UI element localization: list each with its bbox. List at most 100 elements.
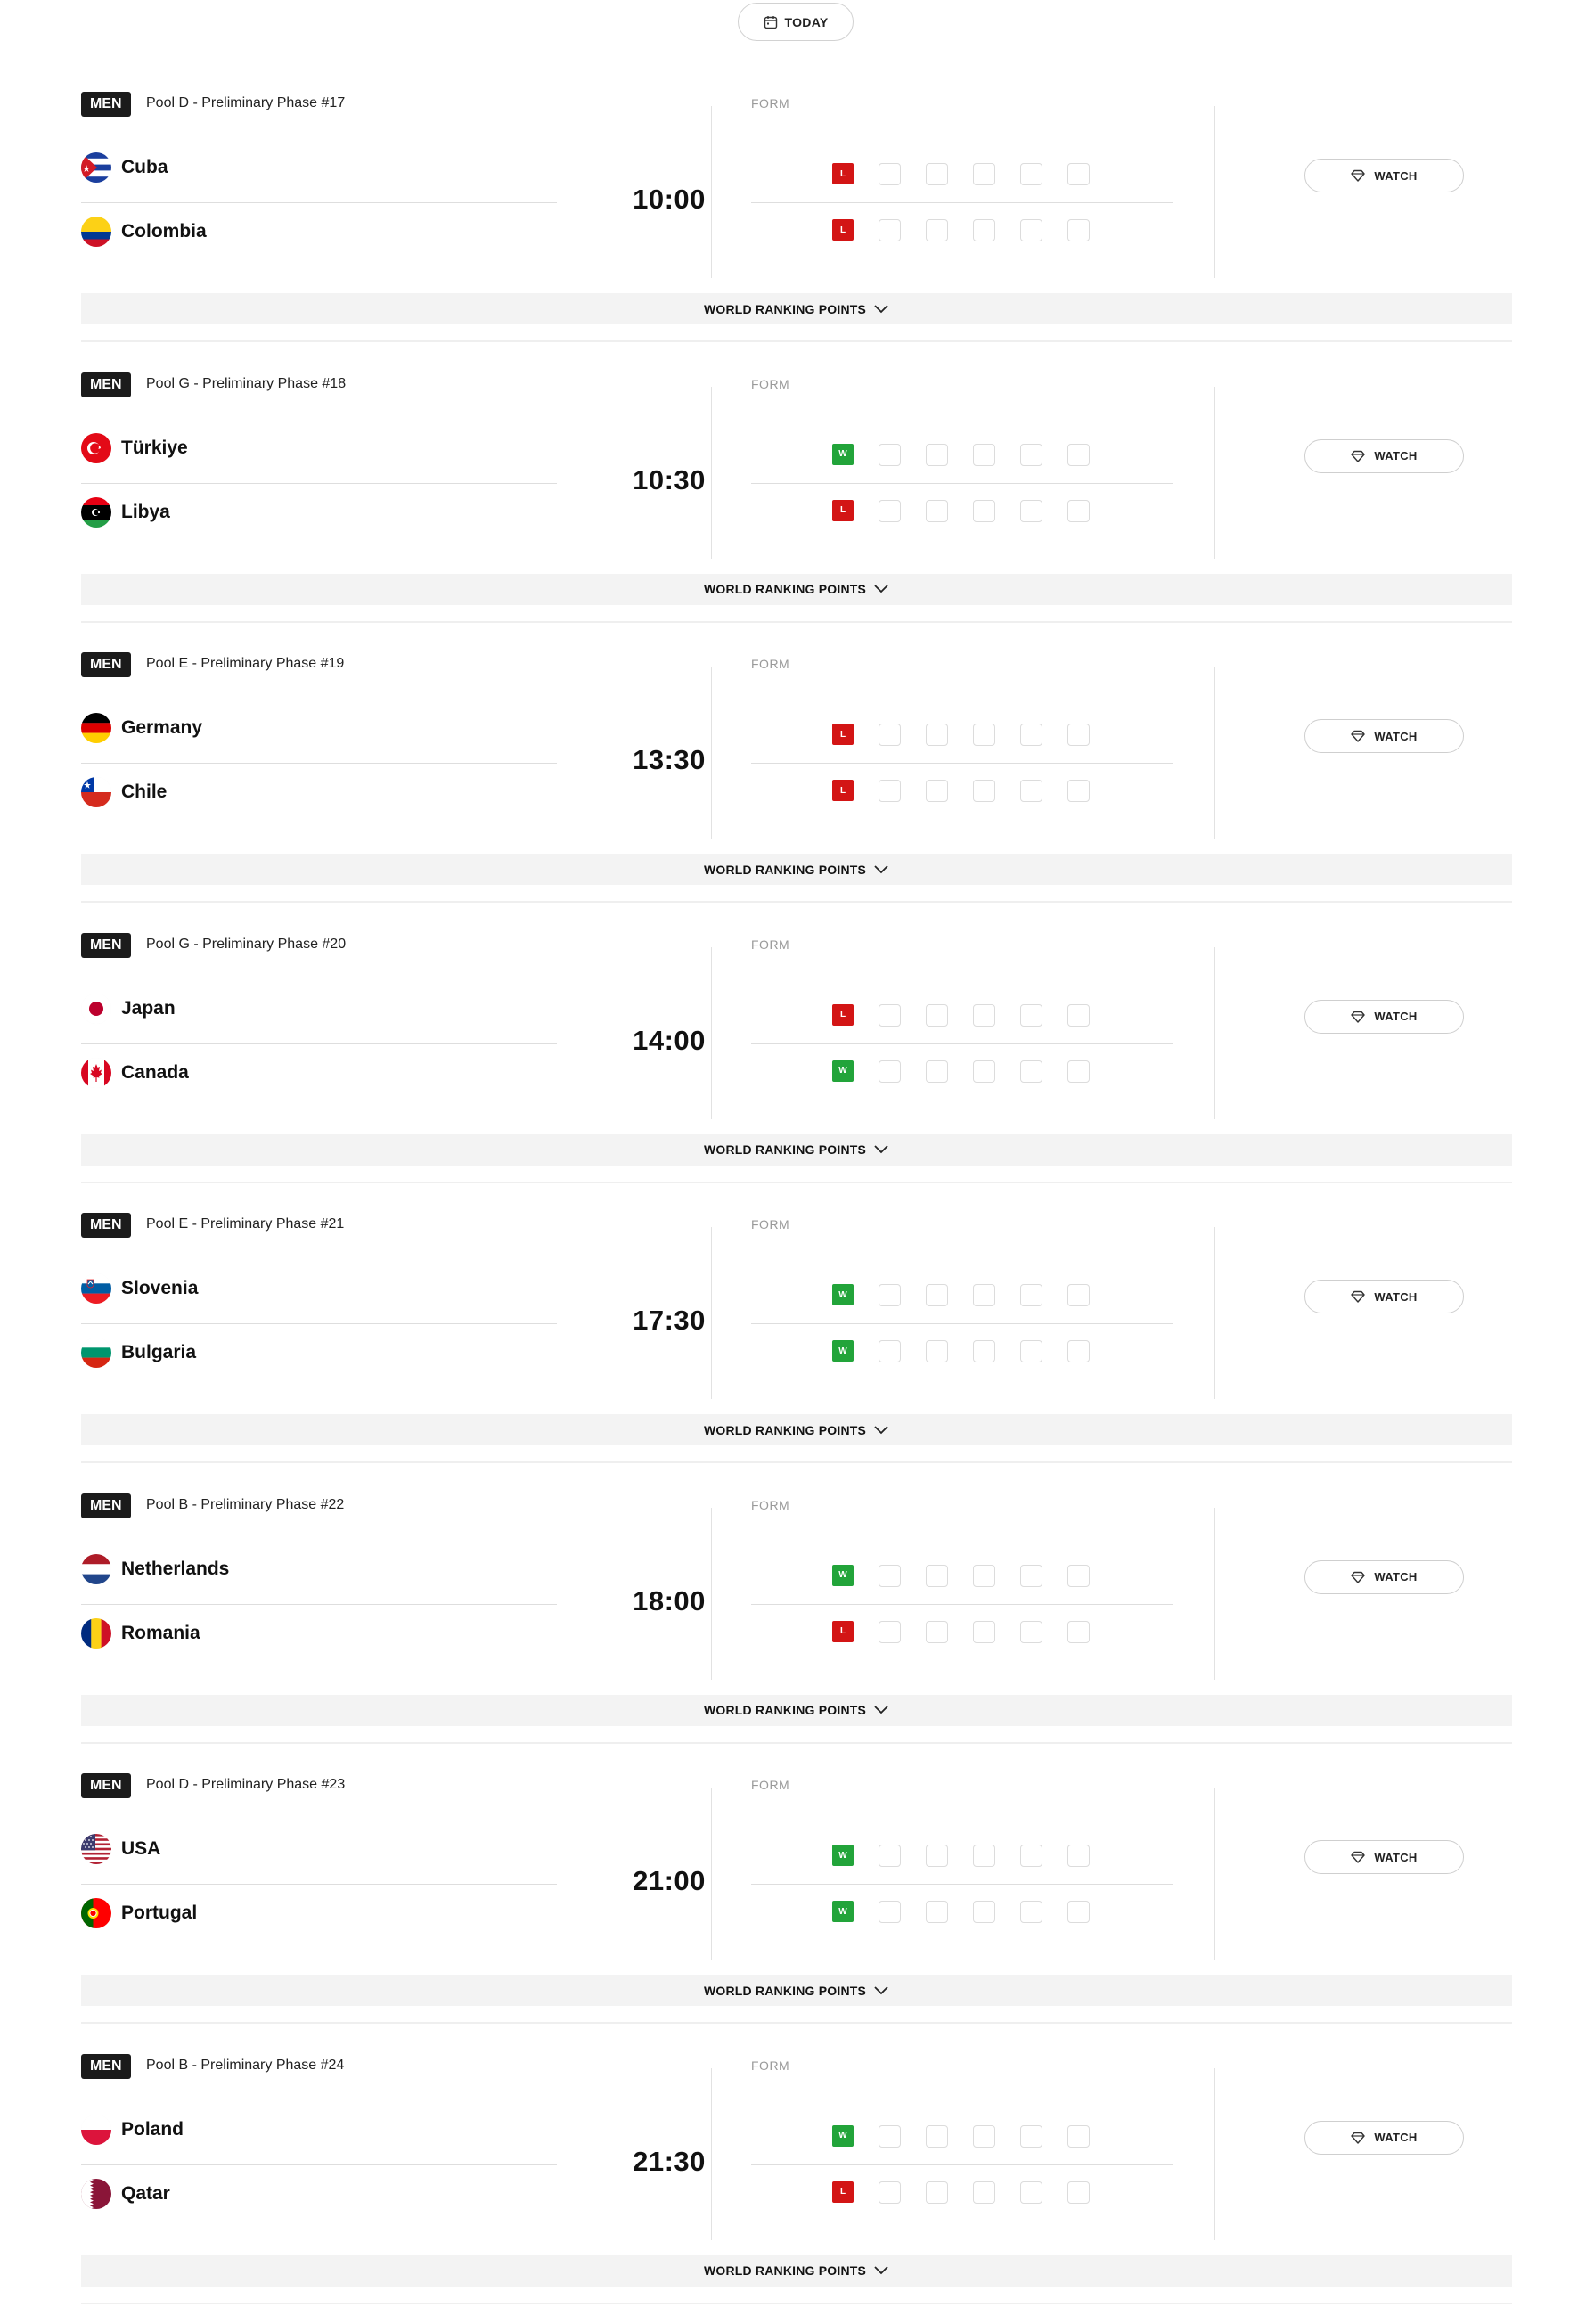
home-team[interactable]: USA [81,1833,160,1865]
home-team[interactable]: Poland [81,2114,184,2146]
team-divider [81,482,557,484]
form-label: FORM [751,1497,790,1512]
column-divider [711,386,712,559]
form-result-empty [926,163,948,185]
home-team[interactable]: Türkiye [81,432,188,464]
home-team[interactable]: Netherlands [81,1553,229,1585]
watch-button[interactable]: WATCH [1304,159,1464,192]
world-ranking-points-toggle[interactable]: WORLD RANKING POINTS [81,854,1512,885]
away-team-name: Romania [121,1622,200,1643]
team-divider [81,1884,557,1885]
watch-button[interactable]: WATCH [1304,719,1464,753]
form-result-empty [973,1901,995,1923]
world-ranking-points-toggle[interactable]: WORLD RANKING POINTS [81,1975,1512,2006]
world-ranking-points-toggle[interactable]: WORLD RANKING POINTS [81,1414,1512,1445]
pool-label: Pool E - Preliminary Phase #21 [146,1216,345,1232]
match-separator [81,2302,1512,2304]
column-divider [1214,1227,1215,1399]
form-divider [751,1043,1173,1044]
world-ranking-points-toggle[interactable]: WORLD RANKING POINTS [81,1694,1512,1726]
romania-flag-icon [81,1617,111,1649]
world-ranking-points-toggle[interactable]: WORLD RANKING POINTS [81,2254,1512,2287]
libya-flag-icon [81,496,111,528]
home-form-row: W [832,443,1090,466]
world-ranking-points-toggle[interactable]: WORLD RANKING POINTS [81,293,1512,324]
form-result-empty [1067,1620,1090,1643]
form-result-win: W [832,1284,854,1305]
form-result-empty [973,1284,995,1306]
form-label: FORM [751,657,790,671]
form-result-empty [926,443,948,466]
away-form-row: L [832,499,1090,522]
home-team[interactable]: Germany [81,712,202,744]
diamond-icon [1351,1571,1366,1583]
form-result-win: W [832,2124,854,2147]
watch-button[interactable]: WATCH [1304,999,1464,1034]
diamond-icon [1351,1011,1366,1023]
form-result-empty [1067,1060,1090,1083]
form-result-win: W [832,1060,854,1082]
away-team[interactable]: Canada [81,1057,189,1089]
away-form-row: L [832,780,1090,802]
form-result-loss: L [832,499,854,521]
form-result-empty [879,780,901,802]
watch-label: WATCH [1374,1010,1418,1023]
match-separator [81,340,1512,342]
watch-button[interactable]: WATCH [1304,1559,1464,1594]
watch-button[interactable]: WATCH [1304,438,1464,473]
world-ranking-points-label: WORLD RANKING POINTS [703,582,867,596]
form-result-empty [973,2181,995,2204]
home-form-row: W [832,1845,1090,1867]
diamond-icon [1351,169,1366,182]
form-result-empty [926,1340,948,1362]
column-divider [711,667,712,839]
form-divider [751,2164,1173,2165]
form-result-empty [1067,1564,1090,1587]
world-ranking-points-label: WORLD RANKING POINTS [703,1142,867,1157]
form-label: FORM [751,376,790,391]
form-result-empty [973,1845,995,1867]
team-divider [81,202,557,203]
watch-button[interactable]: WATCH [1304,1840,1464,1874]
gender-badge: MEN [81,932,131,958]
world-ranking-points-toggle[interactable]: WORLD RANKING POINTS [81,1133,1512,1166]
home-form-row: L [832,1003,1090,1027]
away-team[interactable]: Colombia [81,216,207,248]
home-form-row: L [832,724,1090,746]
chevron-down-icon [874,1425,888,1434]
watch-button[interactable]: WATCH [1304,2120,1464,2155]
form-result-empty [1020,1845,1042,1867]
pool-label: Pool D - Preliminary Phase #17 [146,95,346,110]
away-form-row: W [832,1060,1090,1083]
netherlands-flag-icon [81,1553,111,1584]
form-result-empty [1020,2124,1042,2148]
world-ranking-points-label: WORLD RANKING POINTS [703,862,867,877]
home-team[interactable]: Japan [81,993,176,1025]
home-team[interactable]: Cuba [81,151,168,184]
away-team[interactable]: Portugal [81,1897,197,1929]
pool-label: Pool B - Preliminary Phase #24 [146,2057,345,2073]
cuba-flag-icon [81,152,111,183]
form-result-empty [1067,1845,1090,1867]
today-label: TODAY [784,14,829,29]
form-result-empty [926,1284,948,1306]
watch-label: WATCH [1374,729,1418,743]
form-result-empty [1067,163,1090,185]
home-team-name: Türkiye [121,437,188,458]
away-form-row: W [832,1340,1090,1362]
away-team[interactable]: Qatar [81,2178,170,2210]
world-ranking-points-toggle[interactable]: WORLD RANKING POINTS [81,573,1512,605]
world-ranking-points-label: WORLD RANKING POINTS [703,1422,867,1437]
away-team[interactable]: Libya [81,496,170,528]
form-result-loss: L [832,1003,854,1026]
away-team[interactable]: Romania [81,1617,200,1649]
column-divider [1214,1507,1215,1680]
form-result-loss: L [832,2181,854,2203]
today-button[interactable]: TODAY [738,3,854,41]
away-team[interactable]: Chile [81,776,167,808]
home-team[interactable]: Slovenia [81,1272,198,1305]
form-result-empty [879,1845,901,1867]
form-result-empty [1020,1564,1042,1587]
away-team[interactable]: Bulgaria [81,1337,196,1369]
watch-button[interactable]: WATCH [1304,1280,1464,1313]
